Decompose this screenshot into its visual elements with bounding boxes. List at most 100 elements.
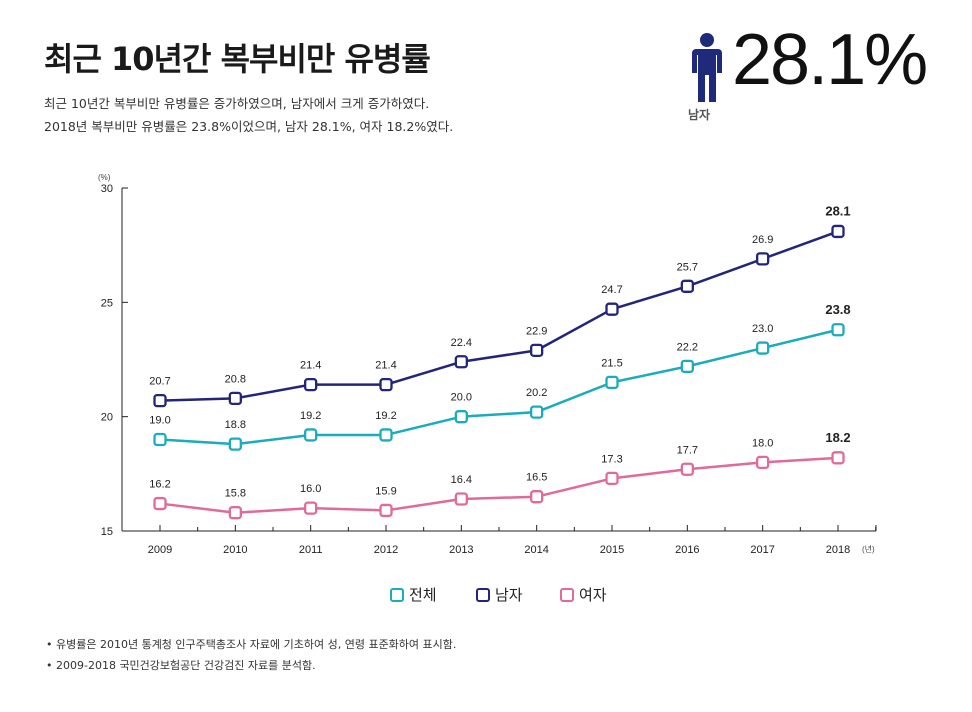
data-label: 21.4 xyxy=(300,360,321,372)
data-label: 17.3 xyxy=(601,453,622,465)
data-label: 18.2 xyxy=(825,430,850,445)
data-label: 17.7 xyxy=(677,444,698,456)
data-label: 24.7 xyxy=(601,284,622,296)
data-label: 22.9 xyxy=(526,325,547,337)
description-line: 2018년 복부비만 유병률은 23.8%이었으며, 남자 28.1%, 여자 … xyxy=(44,119,454,134)
y-tick-label: 25 xyxy=(101,297,113,309)
y-axis-label: (%) xyxy=(98,173,111,182)
hero-value: 28.1% xyxy=(732,20,928,100)
legend-label: 남자 xyxy=(495,586,523,604)
data-point xyxy=(605,471,619,486)
data-point xyxy=(454,410,468,424)
data-label: 23.8 xyxy=(825,302,850,317)
data-point xyxy=(680,359,694,374)
x-tick-label: 2009 xyxy=(148,544,172,556)
x-tick-label: 2016 xyxy=(675,544,699,556)
footnotes: • 유병률은 2010년 통계청 인구주택총조사 자료에 기초하여 성, 연령 … xyxy=(46,634,456,676)
data-label: 16.5 xyxy=(526,472,547,484)
person-icon xyxy=(692,33,722,102)
data-label: 15.9 xyxy=(375,485,396,497)
data-point xyxy=(756,252,770,266)
legend-marker xyxy=(476,587,490,602)
data-point xyxy=(379,428,393,442)
description: 최근 10년간 복부비만 유병률은 증가하였으며, 남자에서 크게 증가하였다.… xyxy=(44,92,453,138)
data-label: 28.1 xyxy=(825,203,850,218)
data-point xyxy=(454,355,468,369)
data-label: 20.8 xyxy=(225,373,246,385)
footnote: • 2009-2018 국민건강보험공단 건강검진 자료를 분석함. xyxy=(46,659,316,672)
legend-marker xyxy=(390,587,404,602)
chart-legend: 전체 남자 여자 xyxy=(0,584,972,606)
data-point xyxy=(831,451,845,465)
data-point xyxy=(228,437,242,451)
data-point xyxy=(680,279,694,293)
description-line: 최근 10년간 복부비만 유병률은 증가하였으며, 남자에서 크게 증가하였다. xyxy=(44,96,430,111)
data-point xyxy=(304,378,318,392)
data-point xyxy=(153,432,167,447)
data-point xyxy=(228,391,242,406)
x-tick-label: 2018 xyxy=(826,544,850,556)
legend-item-total: 전체 xyxy=(390,584,437,605)
data-point xyxy=(304,501,318,515)
data-label: 19.2 xyxy=(300,410,321,422)
footnote: • 유병률은 2010년 통계청 인구주택총조사 자료에 기초하여 성, 연령 … xyxy=(46,638,457,651)
data-label: 16.4 xyxy=(451,474,472,486)
data-point xyxy=(454,492,468,506)
series-line xyxy=(159,456,839,514)
data-label: 18.0 xyxy=(752,437,773,449)
data-label: 21.5 xyxy=(601,357,622,369)
series-line xyxy=(159,230,839,402)
data-label: 20.0 xyxy=(451,392,472,404)
legend-marker xyxy=(560,587,574,602)
legend-item-female: 여자 xyxy=(560,584,607,605)
data-point xyxy=(228,506,242,520)
legend-label: 전체 xyxy=(409,586,437,604)
data-point xyxy=(831,224,845,239)
y-tick-label: 15 xyxy=(101,526,113,538)
data-point xyxy=(304,428,318,442)
x-tick-label: 2012 xyxy=(374,544,398,556)
data-point xyxy=(379,503,393,518)
y-tick-label: 20 xyxy=(101,412,113,424)
data-label: 23.0 xyxy=(752,323,773,335)
data-label: 22.2 xyxy=(677,341,698,353)
data-label: 19.0 xyxy=(149,415,170,427)
data-label: 16.0 xyxy=(300,483,321,495)
page-title: 최근 10년간 복부비만 유병률 xyxy=(44,40,431,78)
data-point xyxy=(756,341,770,355)
x-tick-label: 2011 xyxy=(299,544,323,556)
data-point xyxy=(530,343,544,358)
data-point xyxy=(530,490,544,504)
data-label: 20.2 xyxy=(526,387,547,399)
data-label: 25.7 xyxy=(677,261,698,273)
data-label: 18.8 xyxy=(225,419,246,431)
data-label: 19.2 xyxy=(375,410,396,422)
data-label: 20.7 xyxy=(149,376,170,388)
data-point xyxy=(831,323,845,337)
data-label: 22.4 xyxy=(451,337,472,349)
data-point xyxy=(153,496,167,511)
data-point xyxy=(605,302,619,316)
data-label: 15.8 xyxy=(225,488,246,500)
data-point xyxy=(680,462,694,476)
x-tick-label: 2017 xyxy=(750,544,774,556)
x-tick-label: 2010 xyxy=(223,544,247,556)
x-tick-label: 2013 xyxy=(449,544,473,556)
data-point xyxy=(530,405,544,419)
data-label: 26.9 xyxy=(752,234,773,246)
x-axis-label: (년) xyxy=(862,544,875,554)
legend-label: 여자 xyxy=(579,586,607,604)
legend-item-male: 남자 xyxy=(476,584,523,605)
series-line xyxy=(159,328,839,446)
data-label: 16.2 xyxy=(149,479,170,491)
y-tick-label: 30 xyxy=(101,183,113,195)
data-point xyxy=(153,394,167,408)
data-label: 21.4 xyxy=(375,360,396,372)
hero-stat: 남자 28.1% xyxy=(686,24,936,128)
x-tick-label: 2014 xyxy=(524,544,548,556)
data-point xyxy=(605,375,619,390)
data-point xyxy=(379,378,393,392)
hero-label: 남자 xyxy=(688,108,711,122)
x-tick-label: 2015 xyxy=(600,544,624,556)
